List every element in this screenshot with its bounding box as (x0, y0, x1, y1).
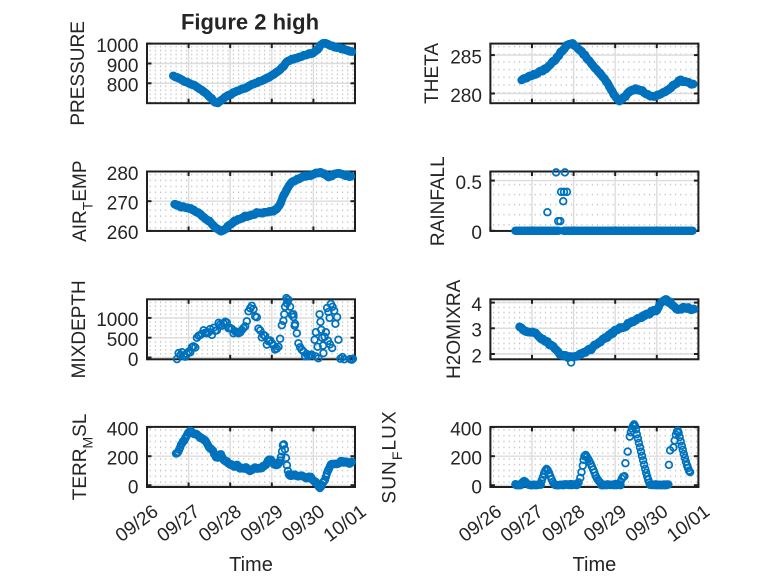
svg-text:0: 0 (471, 478, 482, 499)
svg-text:SUNFLUX: SUNFLUX (380, 410, 405, 503)
svg-text:280: 280 (450, 86, 482, 107)
svg-text:2: 2 (471, 346, 482, 367)
svg-text:1000: 1000 (96, 310, 138, 331)
svg-text:285: 285 (450, 47, 482, 68)
svg-text:280: 280 (107, 164, 139, 185)
svg-text:0: 0 (471, 223, 482, 244)
svg-text:0.5: 0.5 (455, 173, 481, 194)
svg-text:Time: Time (573, 554, 617, 576)
svg-text:Figure 2 high: Figure 2 high (181, 10, 319, 35)
svg-text:270: 270 (107, 194, 139, 215)
svg-text:200: 200 (450, 449, 482, 470)
svg-text:400: 400 (107, 420, 139, 441)
svg-text:800: 800 (107, 76, 139, 97)
svg-text:900: 900 (107, 56, 139, 77)
svg-text:0: 0 (128, 350, 139, 371)
svg-text:Time: Time (229, 554, 273, 576)
svg-text:1000: 1000 (96, 36, 138, 57)
svg-text:MIXDEPTH: MIXDEPTH (69, 280, 90, 378)
svg-text:RAINFALL: RAINFALL (428, 156, 449, 246)
svg-text:THETA: THETA (422, 43, 443, 104)
svg-text:H2OMIXRA: H2OMIXRA (444, 279, 465, 379)
svg-text:500: 500 (107, 330, 139, 351)
svg-text:3: 3 (471, 321, 482, 342)
svg-text:400: 400 (450, 420, 482, 441)
svg-text:4: 4 (471, 295, 482, 316)
svg-text:PRESSURE: PRESSURE (68, 21, 89, 126)
svg-text:200: 200 (107, 449, 139, 470)
svg-text:0: 0 (128, 478, 139, 499)
svg-text:260: 260 (107, 223, 139, 244)
